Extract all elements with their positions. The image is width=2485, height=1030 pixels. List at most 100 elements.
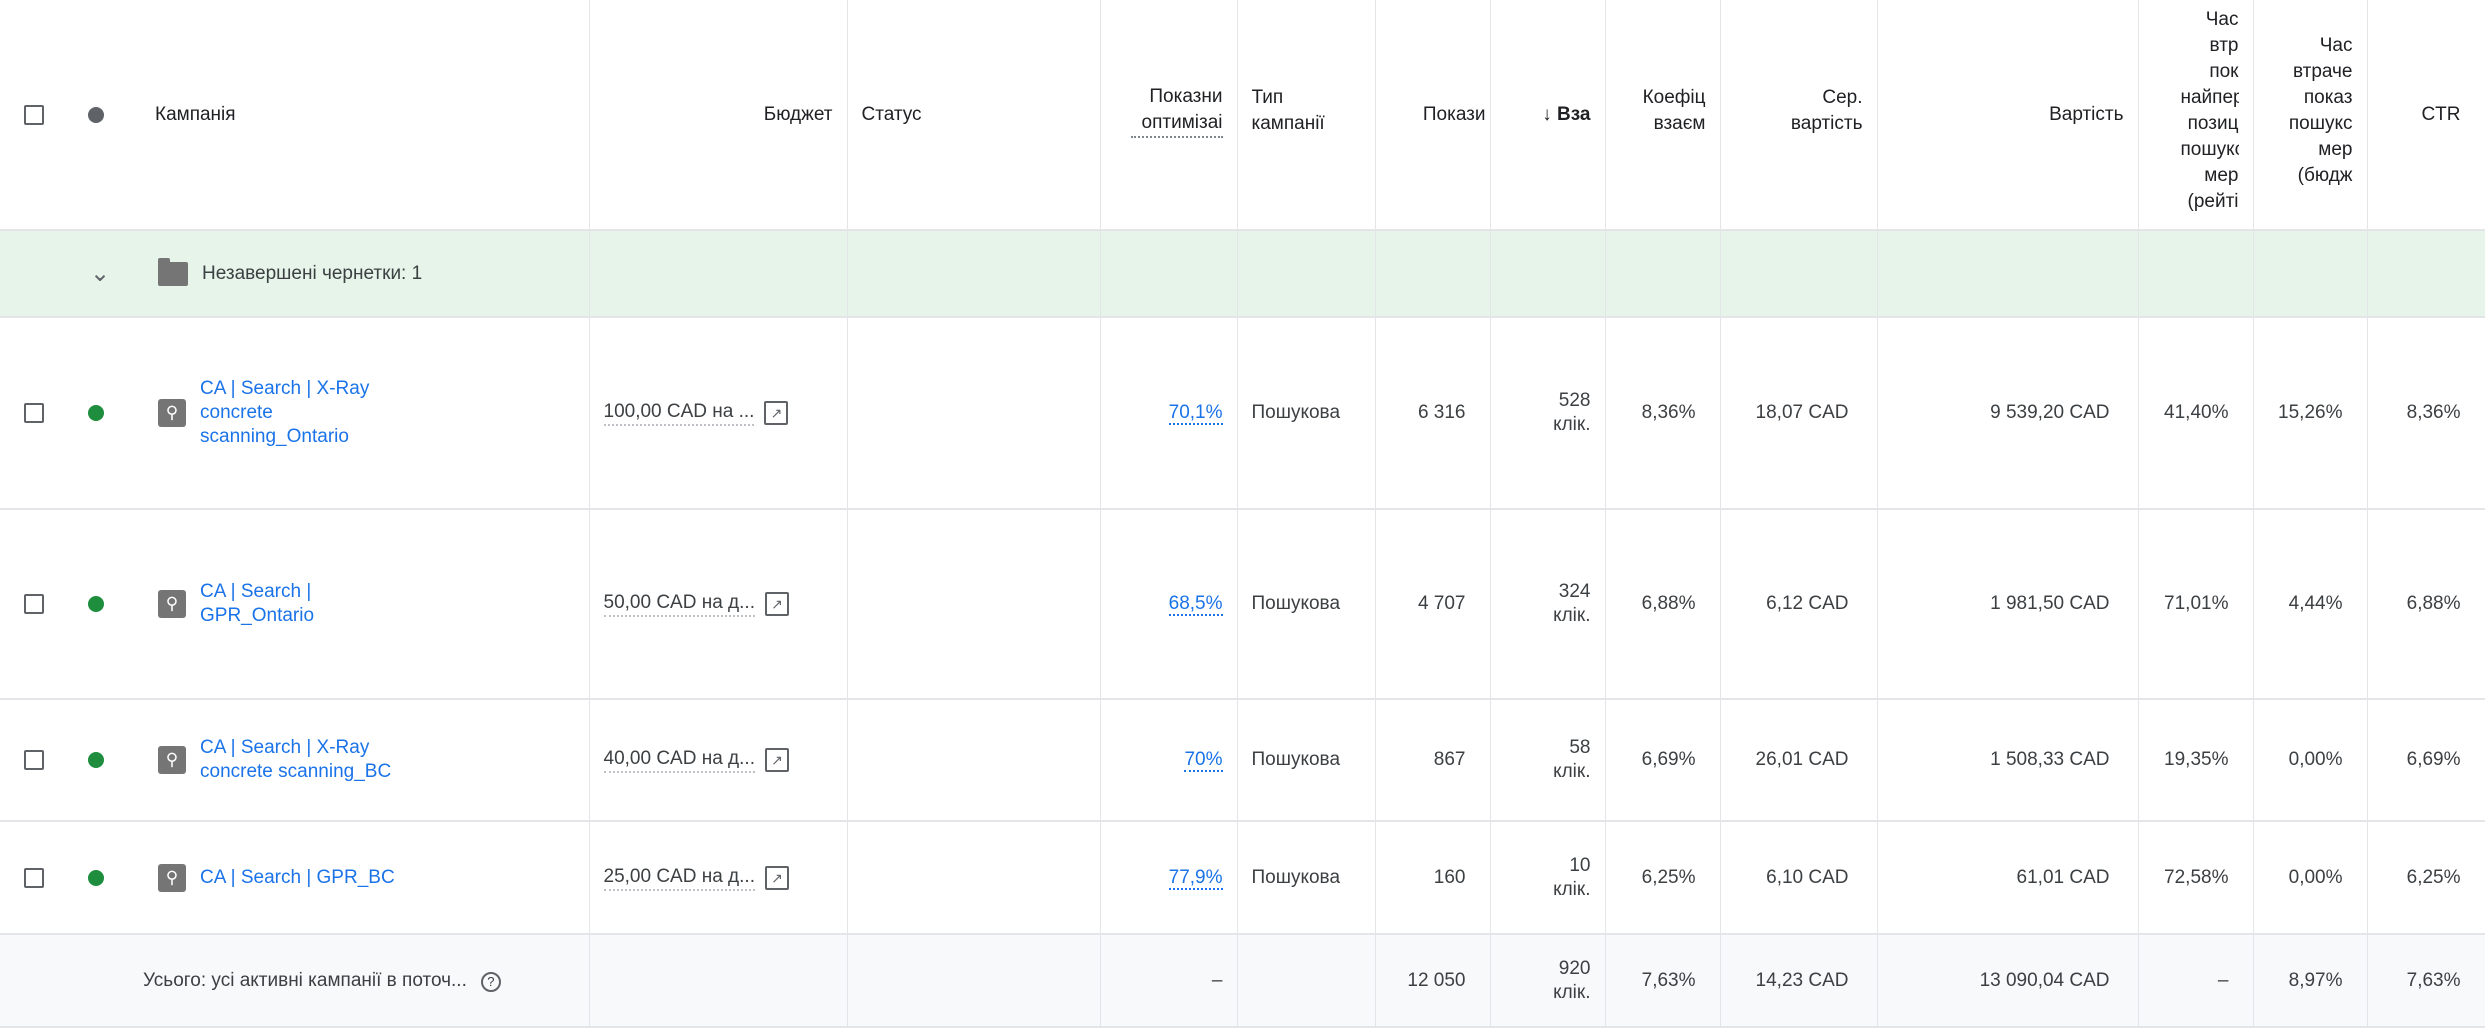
optimization-score-link[interactable]: 70% — [1184, 749, 1223, 772]
total-optimization-cell: – — [1100, 934, 1238, 1028]
impressions-value: 6 316 — [1417, 402, 1466, 423]
type-cell: Пошукова — [1237, 699, 1376, 822]
avg-cost-cell: 26,01 CAD — [1720, 699, 1878, 822]
header-avg-cost[interactable]: Сер. вартість — [1720, 0, 1878, 231]
chevron-down-icon[interactable]: ⌄ — [90, 259, 111, 287]
enabled-status-icon[interactable] — [88, 869, 104, 886]
budget-value[interactable]: 50,00 CAD на д... — [603, 591, 755, 617]
campaign-name-link[interactable]: CA | Search | X-Ray concrete scanning_On… — [200, 378, 370, 447]
interactions-cell: 920 клік. — [1490, 934, 1606, 1028]
avg-cost-cell: 6,10 CAD — [1720, 821, 1878, 935]
top-is-lost-rank-cell: 72,58% — [2138, 821, 2254, 935]
select-all-checkbox[interactable] — [24, 104, 44, 125]
top-is-lost-rank-cell: 19,35% — [2138, 699, 2254, 822]
row-checkbox[interactable] — [24, 867, 44, 888]
budget-value[interactable]: 25,00 CAD на д... — [603, 865, 755, 891]
avg-cost-cell: 18,07 CAD — [1720, 317, 1878, 510]
header-top-is-lost-rank[interactable]: Час втр пок найпер позиц пошукс мер (рей… — [2138, 0, 2254, 231]
impressions-value: 12 050 — [1407, 969, 1466, 991]
budget-cell: 40,00 CAD на д... ↗ — [589, 699, 848, 822]
campaign-row[interactable]: ⚲ CA | Search | X-Ray concrete scanning_… — [0, 699, 2485, 822]
status-dot-icon[interactable] — [88, 106, 104, 123]
campaign-name-link[interactable]: CA | Search | GPR_Ontario — [200, 581, 315, 626]
budget-chart-icon[interactable]: ↗ — [764, 592, 789, 616]
campaign-name-link[interactable]: CA | Search | GPR_BC — [200, 866, 395, 888]
top-is-lost-rank-cell: – — [2138, 934, 2254, 1028]
enabled-status-icon[interactable] — [88, 752, 104, 768]
interaction-rate-value: 8,36% — [1641, 402, 1696, 423]
cost-value: 1 508,33 CAD — [1990, 749, 2110, 770]
header-status[interactable]: Статус — [847, 0, 1101, 231]
interaction-rate-cell: 6,25% — [1605, 821, 1721, 935]
header-top-is-lost-rank-label: Час втр пок найпер позиц пошукс мер (рей… — [2180, 8, 2239, 212]
header-is-lost-budget[interactable]: Час втраче показ пошукс мер (бюдж — [2253, 0, 2368, 231]
row-checkbox[interactable] — [24, 750, 44, 770]
draft-group-cell[interactable]: ⌄ Незавершені чернетки: 1 — [0, 230, 590, 318]
is-lost-budget-cell: 8,97% — [2253, 934, 2368, 1028]
ctr-value: 6,69% — [2406, 749, 2461, 770]
cost-cell: 13 090,04 CAD — [1877, 934, 2139, 1028]
optimization-score-link[interactable]: 68,5% — [1168, 593, 1223, 616]
header-campaign[interactable]: Кампанія — [0, 0, 590, 231]
impressions-value: 160 — [1433, 866, 1466, 888]
optimization-score-link[interactable]: 77,9% — [1168, 866, 1223, 890]
campaign-row[interactable]: ⚲ CA | Search | X-Ray concrete scanning_… — [0, 317, 2485, 510]
budget-value[interactable]: 40,00 CAD на д... — [603, 747, 755, 773]
total-label: Усього: усі активні кампанії в поточ... — [143, 969, 467, 991]
header-ctr-label: CTR — [2421, 103, 2461, 125]
campaign-type: Пошукова — [1251, 402, 1341, 423]
interaction-rate-value: 6,69% — [1641, 749, 1696, 770]
interactions-cell: 10 клік. — [1490, 821, 1606, 935]
interaction-rate-value: 6,25% — [1641, 866, 1696, 888]
header-budget[interactable]: Бюджет — [589, 0, 848, 231]
budget-value[interactable]: 100,00 CAD на ... — [603, 400, 755, 426]
budget-chart-icon[interactable]: ↗ — [764, 748, 789, 772]
enabled-status-icon[interactable] — [88, 596, 104, 612]
header-interaction-rate-label: Коефіц взаєм — [1642, 86, 1706, 134]
status-cell — [847, 699, 1101, 822]
budget-cell: 50,00 CAD на д... ↗ — [589, 509, 848, 700]
is-lost-budget-value: 8,97% — [2288, 969, 2343, 991]
ctr-cell: 8,36% — [2367, 317, 2485, 510]
draft-group-row[interactable]: ⌄ Незавершені чернетки: 1 — [0, 230, 2485, 318]
top-is-lost-rank-cell: 41,40% — [2138, 317, 2254, 510]
avg-cost-value: 26,01 CAD — [1755, 749, 1849, 770]
avg-cost-value: 14,23 CAD — [1755, 969, 1849, 991]
header-is-lost-budget-label: Час втраче показ пошукс мер (бюдж — [2288, 34, 2353, 186]
campaign-cell: ⚲ CA | Search | GPR_BC — [0, 821, 590, 935]
header-cost[interactable]: Вартість — [1877, 0, 2139, 231]
budget-chart-icon[interactable]: ↗ — [764, 401, 789, 425]
budget-chart-icon[interactable]: ↗ — [764, 865, 789, 890]
ctr-value: 7,63% — [2406, 969, 2461, 991]
header-optimization[interactable]: Показни оптимізаі — [1100, 0, 1238, 231]
row-checkbox[interactable] — [24, 594, 44, 614]
optimization-cell: 77,9% — [1100, 821, 1238, 935]
header-ctr[interactable]: CTR — [2367, 0, 2485, 231]
type-cell: Пошукова — [1237, 821, 1376, 935]
cost-value: 1 981,50 CAD — [1990, 593, 2110, 614]
budget-cell: 100,00 CAD на ... ↗ — [589, 317, 848, 510]
top-is-lost-rank-cell: 71,01% — [2138, 509, 2254, 700]
optimization-score-link[interactable]: 70,1% — [1168, 402, 1223, 425]
impressions-cell: 4 707 — [1375, 509, 1491, 700]
campaign-row[interactable]: ⚲ CA | Search | GPR_Ontario 50,00 CAD на… — [0, 509, 2485, 700]
header-interaction-rate[interactable]: Коефіц взаєм — [1605, 0, 1721, 231]
avg-cost-value: 6,12 CAD — [1766, 593, 1849, 614]
row-checkbox[interactable] — [24, 403, 44, 423]
ctr-cell: 6,25% — [2367, 821, 2485, 935]
interaction-rate-value: 7,63% — [1641, 969, 1696, 991]
cost-cell: 1 508,33 CAD — [1877, 699, 2139, 822]
header-avg-cost-label: Сер. вартість — [1790, 86, 1863, 134]
header-impressions[interactable]: Покази — [1375, 0, 1491, 231]
campaign-name-link[interactable]: CA | Search | X-Ray concrete scanning_BC — [200, 737, 392, 782]
header-interactions[interactable]: ↓ Вза — [1490, 0, 1606, 231]
header-cost-label: Вартість — [2049, 103, 2124, 125]
is-lost-budget-cell: 15,26% — [2253, 317, 2368, 510]
enabled-status-icon[interactable] — [88, 405, 104, 421]
ctr-value: 8,36% — [2406, 402, 2461, 423]
campaign-row[interactable]: ⚲ CA | Search | GPR_BC 25,00 CAD на д...… — [0, 821, 2485, 935]
impressions-cell: 160 — [1375, 821, 1491, 935]
campaign-cell: ⚲ CA | Search | X-Ray concrete scanning_… — [0, 699, 590, 822]
help-icon[interactable]: ? — [480, 971, 501, 992]
header-type[interactable]: Тип кампанії — [1237, 0, 1376, 231]
